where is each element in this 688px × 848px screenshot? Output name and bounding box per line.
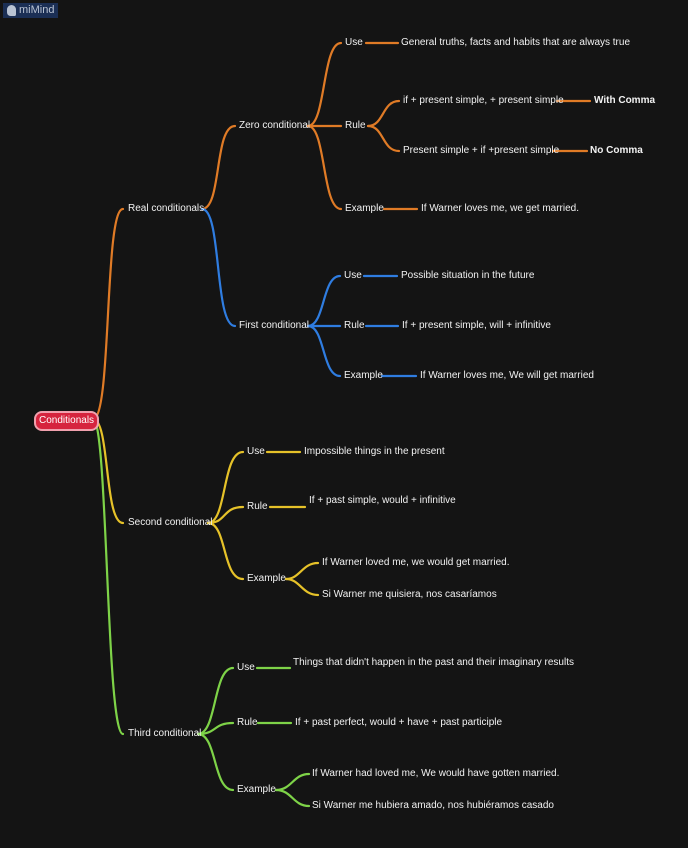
root-node[interactable]: Conditionals	[34, 411, 100, 431]
second-branch-lines	[91, 417, 320, 597]
node-zero-use[interactable]: Use	[345, 37, 363, 48]
node-zero-example-text[interactable]: If Warner loves me, we get married.	[421, 203, 580, 214]
node-third-conditional[interactable]: Third conditional	[128, 728, 202, 739]
app-logo[interactable]: miMind	[3, 3, 59, 18]
node-zero-rule[interactable]: Rule	[345, 120, 366, 131]
node-first-rule-text[interactable]: If + present simple, will + infinitive	[402, 320, 551, 331]
node-first-conditional[interactable]: First conditional	[239, 320, 310, 331]
node-second-use-text[interactable]: Impossible things in the present	[304, 446, 445, 457]
node-zero-example[interactable]: Example	[345, 203, 384, 214]
node-zero-use-text[interactable]: General truths, facts and habits that ar…	[401, 37, 631, 48]
node-zero-rule-a-note[interactable]: With Comma	[594, 95, 656, 106]
node-third-example[interactable]: Example	[237, 784, 276, 795]
logo-text: miMind	[19, 4, 55, 16]
node-third-example-b[interactable]: Si Warner me hubiera amado, nos hubiéram…	[312, 800, 554, 811]
node-zero-rule-b[interactable]: Present simple + if +present simple	[403, 145, 560, 156]
node-first-example-text[interactable]: If Warner loves me, We will get married	[420, 370, 594, 381]
node-third-use-text[interactable]: Things that didn't happen in the past an…	[293, 657, 574, 668]
node-zero-conditional[interactable]: Zero conditional	[239, 120, 311, 131]
third-branch-lines	[91, 417, 311, 808]
node-first-rule[interactable]: Rule	[344, 320, 365, 331]
node-third-rule-text[interactable]: If + past perfect, would + have + past p…	[295, 717, 503, 728]
node-first-use[interactable]: Use	[344, 270, 362, 281]
node-second-rule[interactable]: Rule	[247, 501, 268, 512]
node-second-example-b[interactable]: Si Warner me quisiera, nos casaríamos	[322, 589, 497, 600]
node-zero-rule-a[interactable]: if + present simple, + present simple	[403, 95, 564, 106]
node-second-conditional[interactable]: Second conditional	[128, 517, 213, 528]
node-first-use-text[interactable]: Possible situation in the future	[401, 270, 535, 281]
node-third-example-a[interactable]: If Warner had loved me, We would have go…	[312, 768, 560, 779]
first-branch-lines	[200, 207, 418, 378]
node-third-use[interactable]: Use	[237, 662, 255, 673]
node-second-example-a[interactable]: If Warner loved me, we would get married…	[322, 557, 510, 568]
node-zero-rule-b-note[interactable]: No Comma	[590, 145, 643, 156]
node-real-conditionals[interactable]: Real conditionals	[128, 203, 205, 214]
node-third-rule[interactable]: Rule	[237, 717, 258, 728]
real-branch-lines	[91, 41, 592, 421]
node-second-rule-text[interactable]: If + past simple, would + infinitive	[309, 495, 456, 506]
node-first-example[interactable]: Example	[344, 370, 383, 381]
node-second-example[interactable]: Example	[247, 573, 286, 584]
brain-icon	[7, 5, 16, 16]
node-second-use[interactable]: Use	[247, 446, 265, 457]
